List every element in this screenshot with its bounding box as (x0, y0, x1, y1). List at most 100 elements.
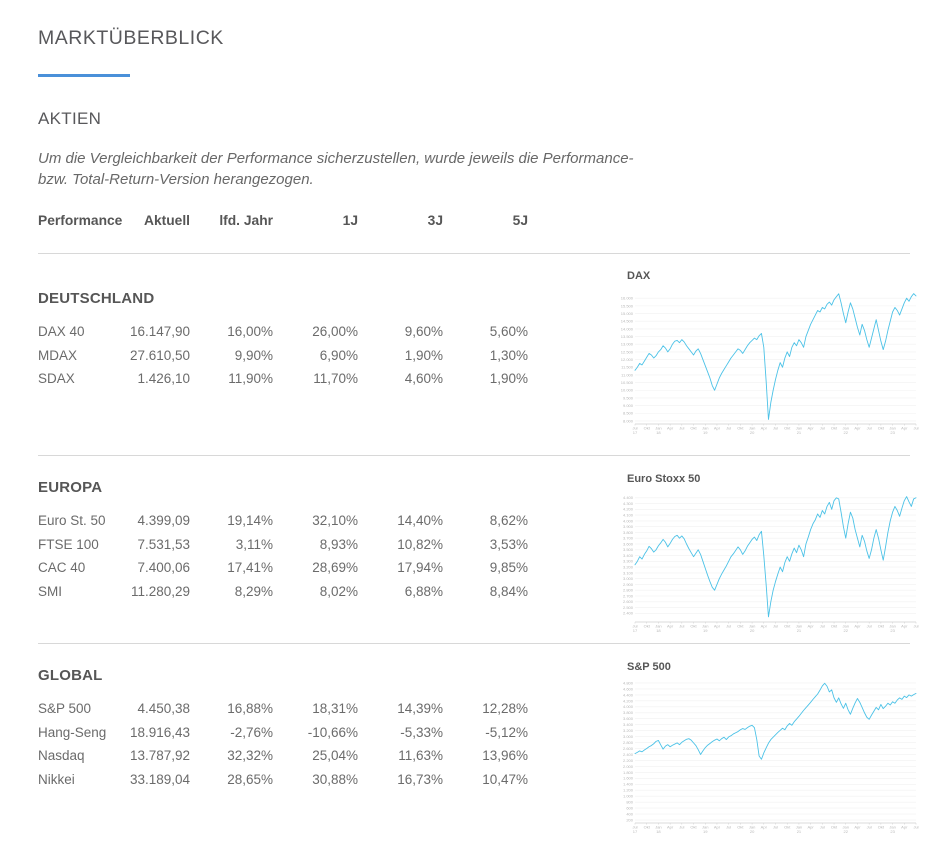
svg-text:1.800: 1.800 (623, 770, 634, 775)
svg-text:Jan: Jan (889, 426, 895, 431)
row-value: -2,76% (230, 724, 273, 740)
svg-text:4.000: 4.000 (623, 518, 634, 523)
svg-text:Apr: Apr (667, 624, 674, 629)
svg-text:Apr: Apr (761, 624, 768, 629)
row-value: 6,88% (404, 583, 443, 599)
row-value: 14,40% (397, 513, 443, 528)
svg-text:Jan: Jan (889, 624, 895, 629)
row-value: 16,00% (227, 324, 273, 339)
svg-text:Jan: Jan (796, 624, 802, 629)
svg-text:22: 22 (844, 430, 849, 435)
svg-text:21: 21 (797, 628, 802, 633)
row-value: 28,69% (312, 560, 358, 576)
row-label: DAX 40 (38, 324, 85, 339)
col-header-1j: 1J (342, 213, 358, 228)
svg-text:Jul: Jul (820, 825, 825, 830)
svg-text:Jul: Jul (679, 426, 684, 431)
svg-text:Jul: Jul (726, 426, 731, 431)
svg-text:Jul: Jul (679, 624, 684, 629)
svg-text:2.800: 2.800 (623, 740, 634, 745)
col-header-performance: Performance (38, 213, 123, 228)
svg-text:3.400: 3.400 (623, 722, 634, 727)
svg-text:15.000: 15.000 (621, 311, 634, 316)
svg-text:600: 600 (626, 806, 633, 811)
chart-title: S&P 500 (627, 661, 671, 673)
section-heading: GLOBAL (38, 667, 103, 684)
row-value: 13,96% (482, 748, 528, 764)
svg-text:4.400: 4.400 (623, 692, 634, 697)
svg-text:Apr: Apr (854, 624, 861, 629)
row-label: SDAX (38, 371, 75, 387)
intro-line-2: bzw. Total-Return-Version herangezogen. (38, 171, 314, 188)
section-rows: Euro St. 50 4.399,09 19,14% 32,10% 14,40% 8,6… (38, 509, 910, 603)
row-label: CAC 40 (38, 560, 86, 576)
row-value: 9,60% (404, 324, 443, 339)
row-value: 8,84% (489, 583, 528, 599)
title-underline (38, 74, 130, 77)
row-value: 3,11% (235, 536, 273, 552)
svg-text:23: 23 (890, 628, 895, 633)
row-value: 1,30% (489, 347, 528, 363)
row-value: 11,70% (313, 371, 358, 387)
row-label: FTSE 100 (38, 536, 99, 552)
svg-text:12.000: 12.000 (621, 357, 634, 362)
svg-text:18: 18 (656, 829, 661, 834)
col-header-5j: 5J (512, 213, 528, 228)
row-value: 27.610,50 (129, 347, 190, 363)
svg-text:18: 18 (656, 628, 661, 633)
row-value: 4.399,09 (137, 513, 190, 528)
svg-text:10.500: 10.500 (621, 380, 634, 385)
row-label: MDAX (38, 347, 78, 363)
line-chart: 4.4004.3004.2004.1004.0003.9003.8003.700… (623, 495, 919, 633)
svg-text:20: 20 (750, 628, 755, 633)
table-row: S&P 500 4.450,38 16,88% 18,31% 14,39% 12,28% (38, 697, 910, 721)
row-label: SMI (38, 583, 63, 599)
table-row: SMI 11.280,29 8,29% 8,02% 6,88% 8,84% (38, 580, 910, 604)
row-value: 25,04% (312, 748, 358, 764)
svg-text:3.700: 3.700 (623, 536, 634, 541)
chart-dax: DAX 16.000 15.500 15.000 14.500 14.000 13.500 1… (620, 270, 920, 437)
svg-text:3.800: 3.800 (623, 530, 634, 535)
row-value: 18.916,43 (129, 724, 190, 740)
table-header-row: Performance Aktuell lfd. Jahr 1J 3J 5J (38, 213, 528, 228)
table-section-europa: EUROPA Euro St. 50 4.399,09 19,14% 32,10% 14,… (38, 455, 910, 603)
svg-text:Okt: Okt (644, 624, 651, 629)
svg-text:4.200: 4.200 (623, 698, 634, 703)
svg-text:Jan: Jan (655, 426, 661, 431)
svg-text:3.500: 3.500 (623, 547, 634, 552)
svg-text:Jul: Jul (632, 426, 637, 431)
svg-text:Jan: Jan (749, 624, 755, 629)
row-value: 8,93% (319, 536, 358, 552)
row-value: 11.280,29 (130, 583, 190, 599)
svg-text:Okt: Okt (878, 825, 885, 830)
svg-text:Jul: Jul (820, 426, 825, 431)
svg-text:2.500: 2.500 (623, 605, 634, 610)
svg-text:3.000: 3.000 (623, 734, 634, 739)
table-row: Hang-Seng 18.916,43 -2,76% -10,66% -5,33% -5,… (38, 721, 910, 745)
row-label: Nasdaq (38, 748, 85, 764)
svg-text:3.600: 3.600 (623, 716, 634, 721)
svg-text:Jul: Jul (867, 426, 872, 431)
svg-text:12.500: 12.500 (621, 349, 634, 354)
row-value: 10,47% (482, 771, 528, 787)
row-value: 14,39% (397, 701, 443, 716)
table-row: MDAX 27.610,50 9,90% 6,90% 1,90% 1,30% (38, 344, 910, 368)
row-value: 12,28% (482, 701, 528, 716)
svg-text:Apr: Apr (808, 624, 815, 629)
section-rows: DAX 40 16.147,90 16,00% 26,00% 9,60% 5,60% MDA… (38, 320, 910, 391)
svg-text:1.600: 1.600 (623, 776, 634, 781)
svg-text:4.200: 4.200 (623, 507, 634, 512)
svg-text:23: 23 (890, 430, 895, 435)
table-row: Euro St. 50 4.399,09 19,14% 32,10% 14,40% 8,6… (38, 509, 910, 533)
svg-text:Jul: Jul (726, 825, 731, 830)
svg-text:Okt: Okt (831, 426, 838, 431)
svg-text:2.400: 2.400 (623, 752, 634, 757)
svg-text:Okt: Okt (690, 624, 697, 629)
section-divider (38, 643, 910, 644)
svg-text:Apr: Apr (901, 426, 908, 431)
row-value: 4,60% (404, 371, 443, 387)
svg-text:15.500: 15.500 (621, 303, 634, 308)
svg-text:4.300: 4.300 (623, 501, 634, 506)
row-value: 3,53% (489, 536, 528, 552)
line-chart: 4.8004.6004.4004.2004.0003.8003.6003.400… (623, 680, 919, 834)
